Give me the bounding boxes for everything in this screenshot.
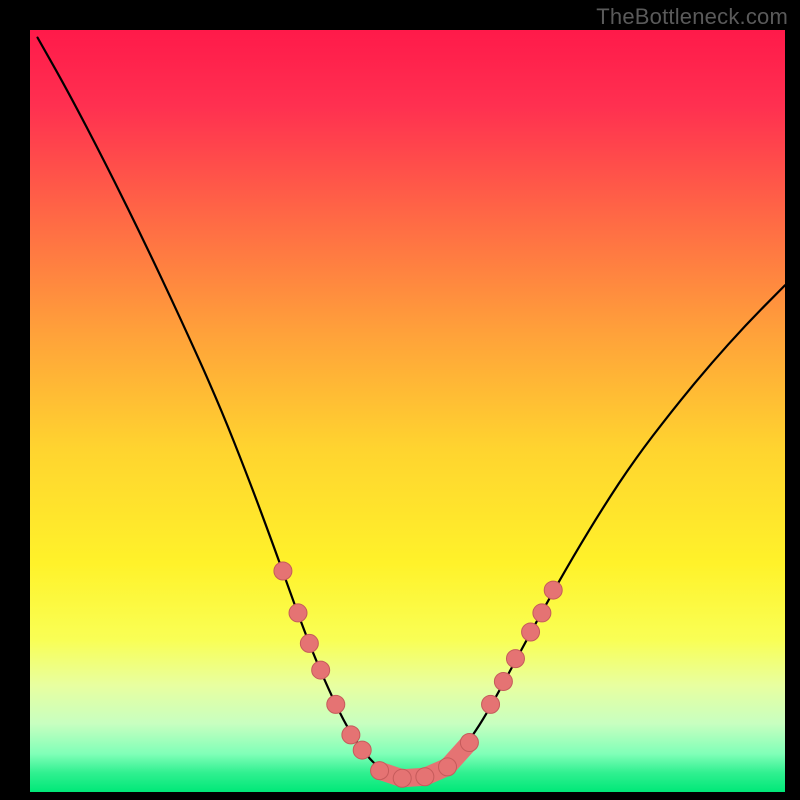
data-point [416,768,434,786]
data-point [300,634,318,652]
data-point [439,758,457,776]
data-point [393,769,411,787]
data-point [522,623,540,641]
data-point [342,726,360,744]
data-point [460,733,478,751]
bottleneck-chart [0,0,800,800]
data-point [274,562,292,580]
watermark-text: TheBottleneck.com [596,4,788,30]
data-point [312,661,330,679]
data-point [353,741,371,759]
data-point [533,604,551,622]
data-point [289,604,307,622]
data-point [506,650,524,668]
data-point [494,673,512,691]
data-point [544,581,562,599]
data-point [327,695,345,713]
data-point [371,762,389,780]
data-point [482,695,500,713]
